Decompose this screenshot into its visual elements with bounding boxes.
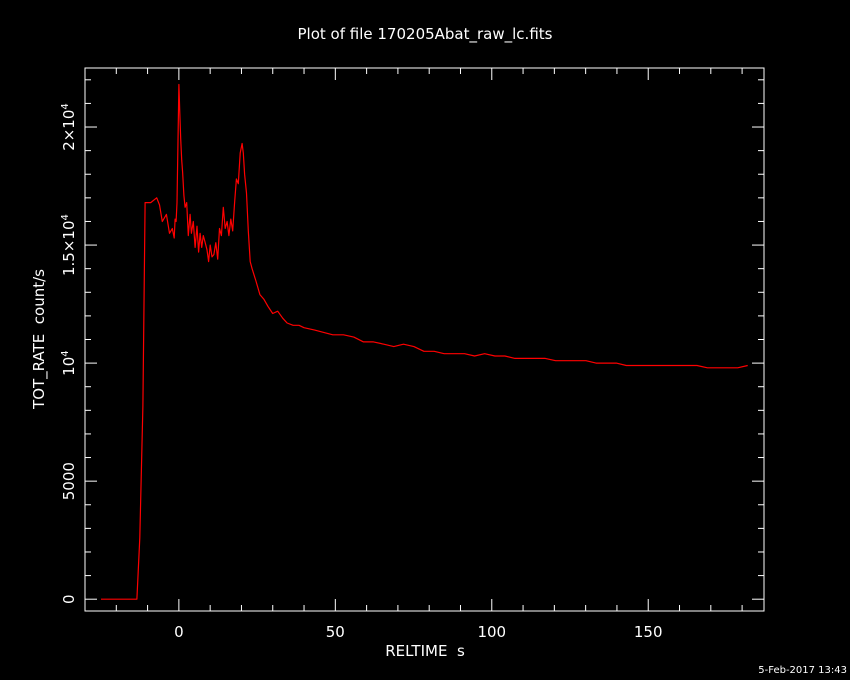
x-axis-tick-labels: 0 50 100 150 — [174, 623, 662, 641]
y-tick-label: 1.5×104 — [60, 214, 78, 276]
x-axis-label: RELTIME s — [385, 642, 465, 660]
series-layer — [101, 83, 748, 600]
y-tick-label: 2×104 — [60, 103, 78, 151]
plot-frame — [84, 67, 765, 612]
x-axis-ticks — [115, 68, 743, 611]
x-tick-label: 0 — [174, 623, 184, 641]
y-tick-label: 5000 — [60, 462, 78, 500]
chart-title: Plot of file 170205Abat_raw_lc.fits — [298, 25, 553, 44]
x-tick-label: 100 — [477, 623, 506, 641]
x-tick-label: 150 — [634, 623, 663, 641]
series-line-1 — [101, 83, 748, 600]
y-axis-ticks — [85, 79, 764, 600]
y-tick-label: 104 — [60, 350, 78, 375]
y-tick-label: 0 — [60, 594, 78, 604]
x-tick-label: 50 — [326, 623, 345, 641]
timestamp-label: 5-Feb-2017 13:43 — [758, 665, 847, 676]
y-axis-tick-labels: 0 5000 104 1.5×104 2×104 — [60, 103, 78, 604]
y-axis-label: TOT_RATE count/s — [30, 269, 49, 410]
